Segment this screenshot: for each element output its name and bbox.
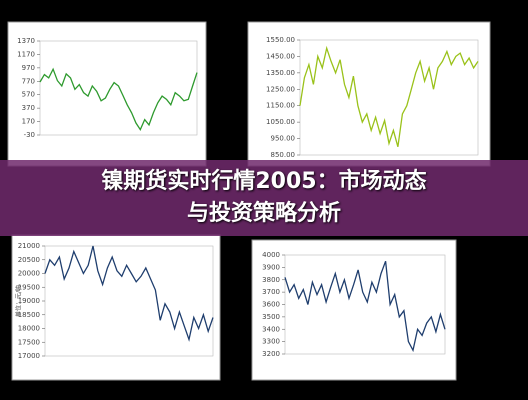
chart-panel	[251, 239, 457, 381]
y-tick-label: 3800	[262, 276, 280, 284]
banner-title: 与投资策略分析	[186, 201, 341, 226]
chart-panel	[247, 21, 491, 167]
y-tick-label: 950.00	[271, 135, 296, 143]
plot-frame	[299, 39, 479, 156]
price-line	[39, 67, 198, 131]
y-tick-label: 1050.00	[266, 118, 295, 126]
y-tick-label: 370	[22, 104, 35, 112]
plot-frame	[39, 40, 198, 136]
y-tick-label: 970	[22, 64, 35, 72]
y-tick-label: 4000	[262, 251, 280, 259]
y-tick-label: 1150.00	[266, 102, 295, 110]
y-tick-label: 19500	[18, 283, 40, 291]
y-tick-label: 1170	[17, 50, 35, 58]
price-line	[299, 45, 479, 147]
price-line	[284, 260, 446, 353]
y-tick-label: 170	[22, 118, 35, 126]
y-tick-label: 3900	[262, 263, 280, 271]
y-tick-label: 3500	[262, 313, 280, 321]
y-tick-label: -30	[24, 131, 35, 139]
y-tick-label: 3700	[262, 288, 280, 296]
y-tick-label: 1450.00	[266, 52, 295, 60]
y-tick-label: 18500	[18, 311, 40, 319]
y-axis-label: 单位：元/吨	[15, 285, 23, 317]
y-tick-label: 3300	[262, 338, 280, 346]
price-line	[44, 245, 214, 342]
banner-title: 镍期货实时行情2005：市场动态	[101, 169, 427, 194]
y-tick-label: 850.00	[271, 151, 296, 159]
y-tick-label: 20500	[18, 256, 40, 264]
banner: 镍期货实时行情2005：市场动态 与投资策略分析	[0, 160, 528, 236]
y-tick-label: 20000	[18, 270, 40, 278]
y-tick-label: 1370	[17, 37, 35, 45]
y-tick-label: 3600	[262, 301, 280, 309]
y-tick-label: 17000	[18, 352, 40, 360]
y-tick-label: 21000	[18, 242, 40, 250]
y-tick-label: 1550.00	[266, 36, 295, 44]
y-tick-label: 570	[22, 91, 35, 99]
chart-panel	[11, 234, 221, 381]
y-tick-label: 17500	[18, 338, 40, 346]
y-tick-label: 1350.00	[266, 69, 295, 77]
y-tick-label: 1250.00	[266, 85, 295, 93]
y-tick-label: 3200	[262, 350, 280, 358]
y-tick-label: 3400	[262, 325, 280, 333]
y-tick-label: 19000	[18, 297, 40, 305]
y-tick-label: 18000	[18, 325, 40, 333]
y-tick-label: 770	[22, 77, 35, 85]
